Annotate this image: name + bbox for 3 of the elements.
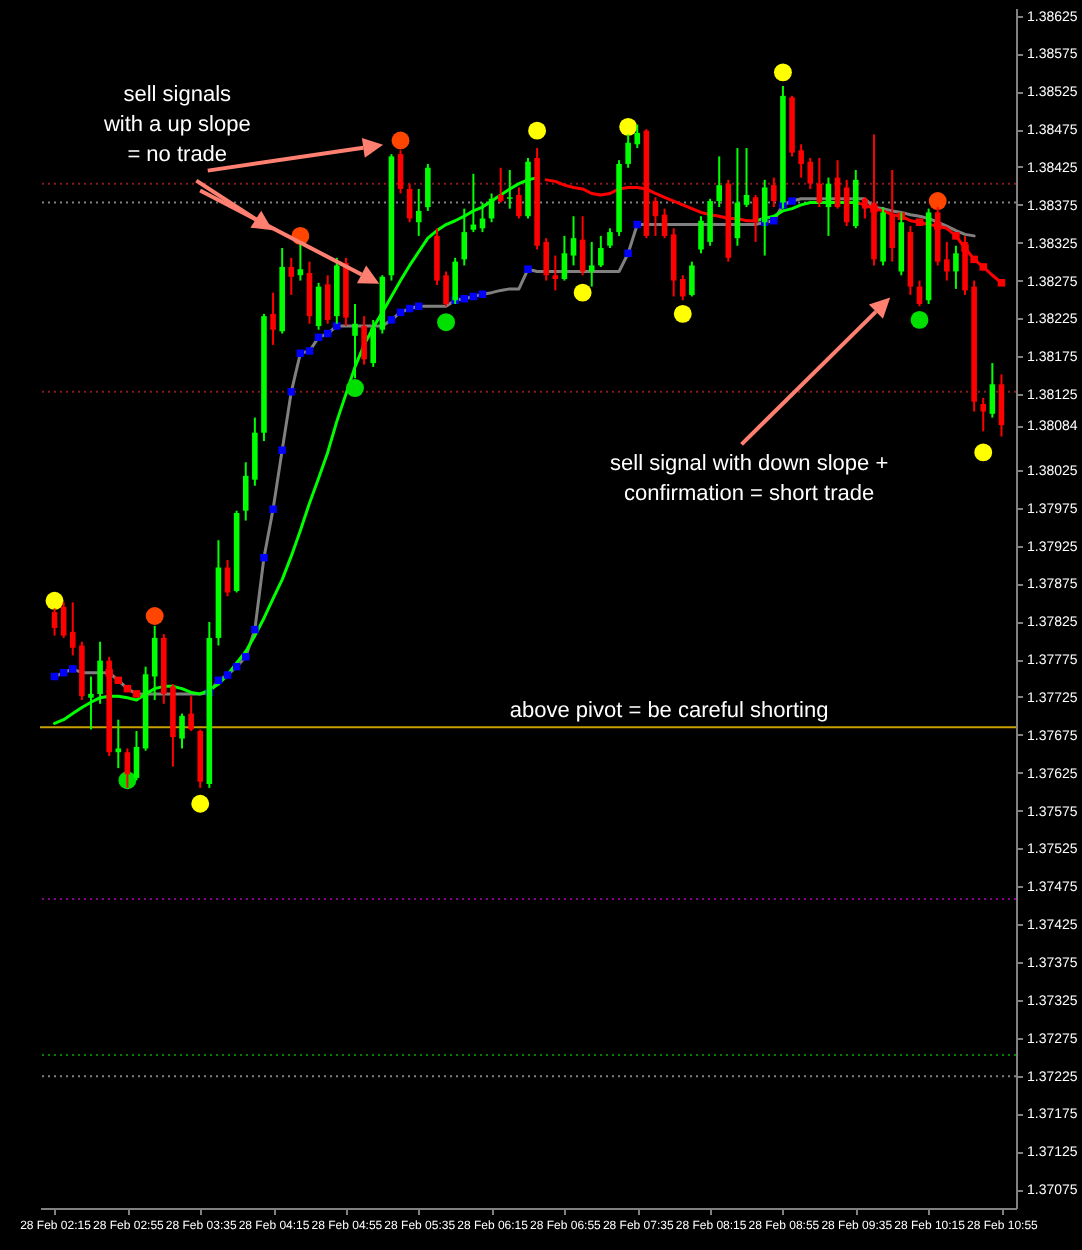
ref-line-label: above pivot = be careful shorting (509, 699, 829, 724)
annotation: sell signal with down slope + confirmation = short trade (610, 452, 889, 507)
annotation: sell signals with a up slope = no trade (101, 83, 251, 168)
